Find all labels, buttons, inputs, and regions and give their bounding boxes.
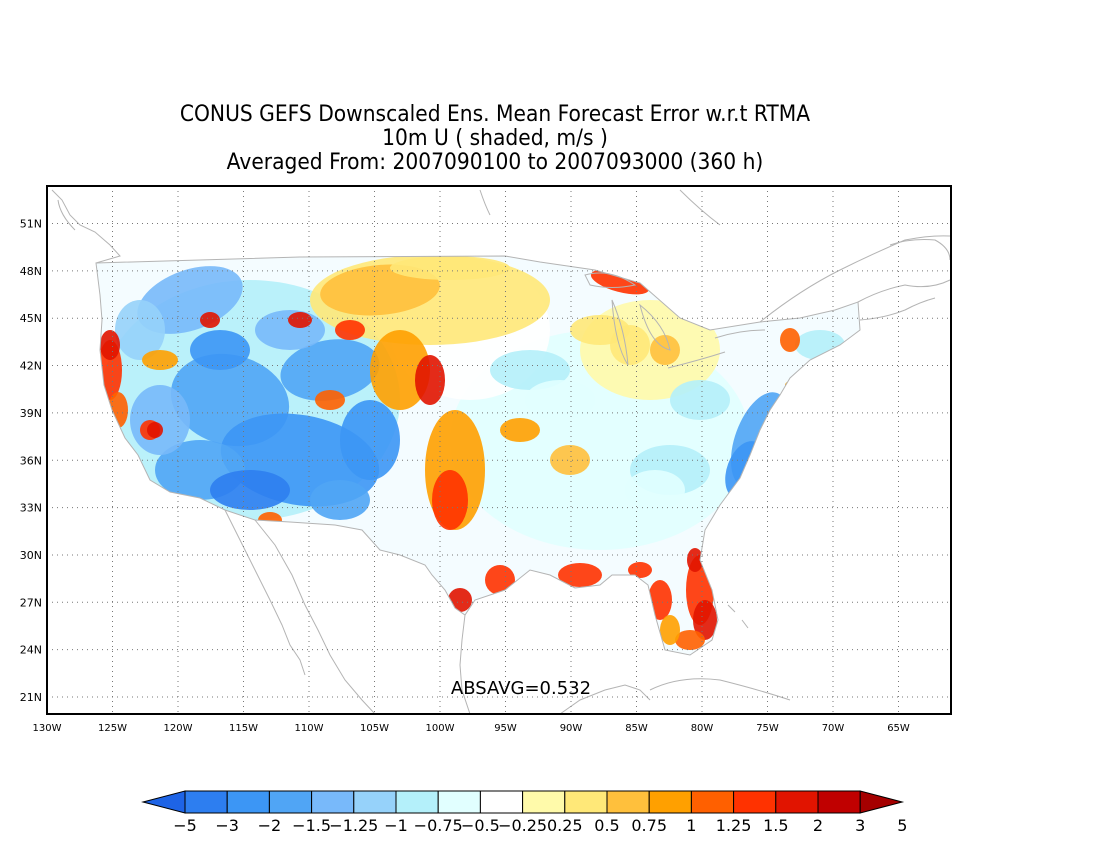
lat-label: 51N <box>20 218 42 231</box>
lon-label: 110W <box>295 723 324 734</box>
lon-label: 90W <box>560 723 583 734</box>
colorbar-box <box>311 790 355 814</box>
colorbar-label: −1.5 <box>292 816 331 835</box>
hudson-bay-region <box>479 189 721 226</box>
lon-label: 70W <box>822 723 845 734</box>
lat-label: 30N <box>20 549 42 562</box>
lon-label: 95W <box>494 723 517 734</box>
colorbar-label: 2 <box>813 816 823 835</box>
lat-label: 39N <box>20 407 42 420</box>
great-lakes-ontario <box>714 329 766 339</box>
colorbar-box <box>184 790 228 814</box>
colorbar-right-arrow <box>859 790 905 814</box>
colorbar-label: −2 <box>258 816 282 835</box>
lon-label: 120W <box>164 723 193 734</box>
colorbar-label: 0.5 <box>594 816 619 835</box>
lon-label: 125W <box>98 723 127 734</box>
colorbar-box <box>606 790 650 814</box>
colorbar-box <box>395 790 439 814</box>
lat-label: 33N <box>20 502 42 515</box>
pacific-northwest-coast <box>51 189 121 264</box>
colorbar-box <box>733 790 777 814</box>
longitude-labels: 130W 125W 120W 115W 110W 105W 100W 95W 90W 85W 80W… <box>33 723 910 734</box>
colorbar-label: 1.25 <box>716 816 752 835</box>
lon-label: 85W <box>625 723 648 734</box>
baja-california <box>224 509 306 676</box>
colorbar-label: 1 <box>686 816 696 835</box>
colorbar-box <box>522 790 566 814</box>
colorbar-box <box>690 790 735 814</box>
lon-label: 75W <box>756 723 779 734</box>
maritime-coast <box>857 279 951 303</box>
coastline-outlines <box>51 189 951 714</box>
st-lawrence <box>759 235 951 323</box>
colorbar-box <box>353 790 397 814</box>
gulf-of-mexico-west <box>459 614 471 714</box>
latitude-labels: 51N 48N 45N 42N 39N 36N 33N 30N 27N 24N 21N <box>20 218 42 705</box>
canada-west-coast <box>57 199 76 231</box>
lat-label: 45N <box>20 312 42 325</box>
colorbar-box <box>775 790 819 814</box>
colorbar-box <box>564 790 608 814</box>
colorbar-label: 0.75 <box>631 816 667 835</box>
lon-label: 105W <box>360 723 389 734</box>
colorbar-left-arrow <box>141 790 186 814</box>
colorbar-label: −5 <box>173 816 197 835</box>
cuba <box>649 678 791 701</box>
colorbar-label: −1 <box>384 816 408 835</box>
absavg-statistic: ABSAVG=0.532 <box>451 678 591 699</box>
colorbar-label: −0.5 <box>461 816 500 835</box>
lat-label: 42N <box>20 360 42 373</box>
colorbar-label: −3 <box>215 816 239 835</box>
chart-title-line-2: 10m U ( shaded, m/s ) <box>382 126 608 151</box>
colorbar-box <box>817 790 861 814</box>
colorbar-label: 5 <box>897 816 907 835</box>
lat-label: 36N <box>20 454 42 467</box>
lon-label: 115W <box>229 723 258 734</box>
colorbar-box <box>437 790 481 814</box>
chart-title-line-3: Averaged From: 2007090100 to 2007093000 … <box>226 150 764 175</box>
nova-scotia <box>859 297 936 321</box>
yucatan <box>559 684 651 714</box>
lat-label: 27N <box>20 596 42 609</box>
map-frame <box>46 185 952 715</box>
colorbar-box <box>268 790 313 814</box>
chart-title-line-1: CONUS GEFS Downscaled Ens. Mean Forecast… <box>179 102 811 127</box>
conus-boundary <box>95 255 861 656</box>
colorbar-label: 3 <box>855 816 865 835</box>
colorbar-label: −1.25 <box>329 816 378 835</box>
lat-lon-grid <box>47 186 951 714</box>
lat-label: 24N <box>20 644 42 657</box>
mexico-west-coast <box>254 519 376 714</box>
great-lakes-superior <box>584 272 637 288</box>
great-lakes-huron <box>639 303 671 351</box>
lat-label: 48N <box>20 265 42 278</box>
lon-label: 80W <box>691 723 714 734</box>
colorbar-box <box>479 790 524 814</box>
colorbar-box <box>226 790 270 814</box>
lat-label: 21N <box>20 691 42 704</box>
bahamas <box>727 604 749 629</box>
shaded-error-field <box>96 256 860 655</box>
colorbar-label: −0.75 <box>414 816 463 835</box>
lon-label: 100W <box>426 723 455 734</box>
colorbar-label: 0.25 <box>547 816 583 835</box>
lon-label: 65W <box>887 723 910 734</box>
great-lakes-erie <box>667 351 726 369</box>
colorbar-box <box>648 790 692 814</box>
lon-label: 130W <box>33 723 62 734</box>
colorbar-label: −0.25 <box>498 816 547 835</box>
colorbar-label: 1.5 <box>763 816 788 835</box>
great-lakes-michigan <box>611 299 629 366</box>
colorbar: −5 −3 −2 −1.5−1.25 −1 −0.75−0.5−0.25 0.25 0.5 0.… <box>141 790 907 835</box>
